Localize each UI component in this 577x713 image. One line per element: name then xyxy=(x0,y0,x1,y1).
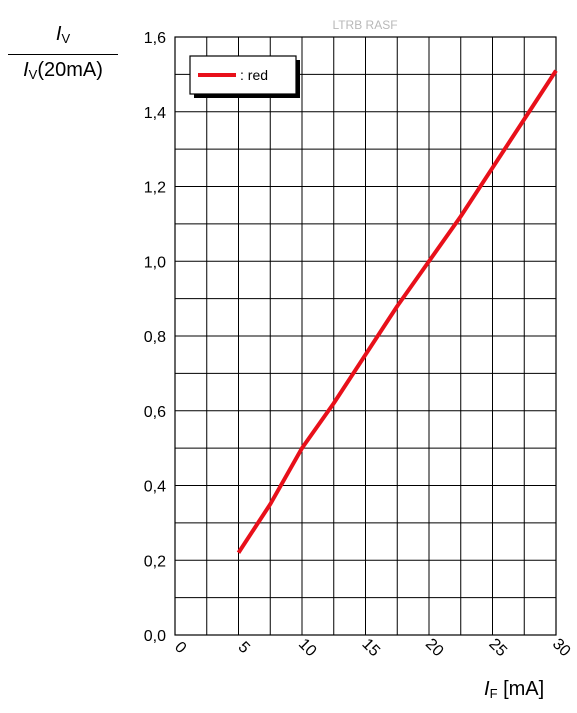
y-tick-label: 1,6 xyxy=(144,30,166,47)
grid xyxy=(175,37,556,635)
chart-title: LTRB RASF xyxy=(332,18,397,32)
y-tick-label: 0,6 xyxy=(144,404,166,421)
series-layer xyxy=(236,69,558,554)
x-tick-label: 0 xyxy=(171,639,189,657)
series-line-red xyxy=(236,69,558,554)
x-tick-label: 15 xyxy=(358,636,383,661)
x-tick-label: 20 xyxy=(422,636,447,661)
x-tick-label: 5 xyxy=(235,639,253,657)
y-tick-label: 0,8 xyxy=(144,329,166,346)
x-tick-label: 10 xyxy=(295,636,320,661)
y-tick-label: 0,4 xyxy=(144,479,166,496)
legend: : red xyxy=(189,55,300,98)
x-tick-label: 30 xyxy=(549,636,574,661)
y-tick-label: 0,0 xyxy=(144,628,166,645)
y-tick-label: 1,2 xyxy=(144,180,166,197)
y-label-denominator: IV(20mA) xyxy=(23,59,103,82)
x-axis-ticks: 0 5 10 15 20 25 30 xyxy=(171,636,574,661)
y-tick-label: 0,2 xyxy=(144,553,166,570)
x-tick-label: 25 xyxy=(485,636,510,661)
y-axis-ticks: 0,0 0,2 0,4 0,6 0,8 1,0 1,2 1,4 1,6 xyxy=(144,30,166,645)
y-label-numerator: IV xyxy=(55,23,71,46)
y-axis-label: IV IV(20mA) xyxy=(8,22,118,87)
y-tick-label: 1,0 xyxy=(144,254,166,271)
x-axis-label: IF [mA] xyxy=(484,678,545,701)
y-tick-label: 1,4 xyxy=(144,105,166,122)
legend-label-red: : red xyxy=(240,67,268,83)
y-label-fraction-bar xyxy=(8,54,118,55)
